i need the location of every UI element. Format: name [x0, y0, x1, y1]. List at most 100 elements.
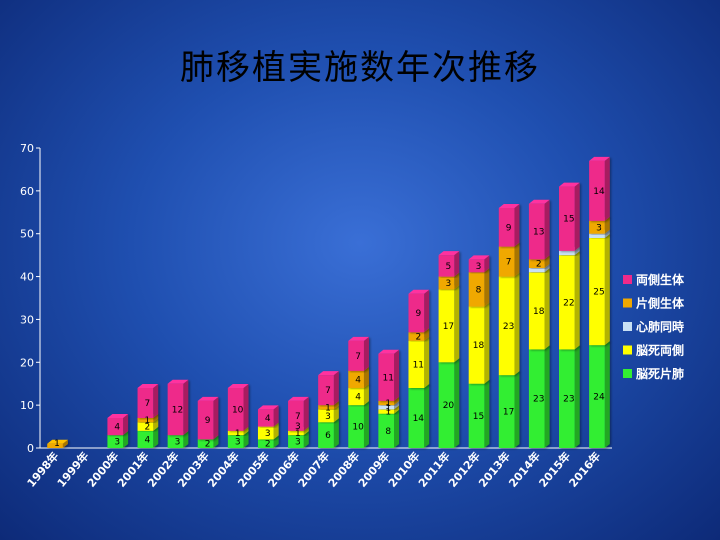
bar-side: [183, 379, 189, 436]
data-label: 10: [232, 405, 244, 415]
bar-side: [243, 384, 249, 431]
y-tick-label: 30: [20, 313, 34, 326]
bar-side: [303, 426, 309, 436]
data-label: 3: [235, 438, 241, 448]
data-label: 18: [473, 341, 485, 351]
bar-front: [348, 388, 364, 406]
bar-side: [62, 439, 68, 448]
bar-front: [167, 435, 184, 448]
bar-side: [273, 422, 279, 440]
data-label: 7: [506, 258, 512, 268]
bar-side: [153, 418, 159, 431]
data-label: 7: [355, 352, 361, 362]
bar-front: [438, 276, 455, 290]
bar-side: [213, 435, 219, 448]
bar-side: [333, 418, 339, 448]
data-label: 6: [325, 431, 331, 441]
data-label: 1: [385, 399, 391, 409]
data-label: 5: [446, 262, 452, 272]
bar-front: [468, 272, 485, 307]
bar-front: [498, 208, 515, 247]
data-label: 4: [265, 414, 271, 424]
data-label: 1: [54, 439, 60, 449]
data-label: 1: [295, 429, 301, 439]
y-tick-label: 40: [20, 271, 34, 284]
bar-front: [438, 255, 455, 277]
data-label: 4: [355, 393, 361, 403]
bar-segment: [257, 405, 279, 427]
bar-side: [454, 272, 460, 290]
bar-side: [363, 401, 369, 448]
x-tick-label: 2005年: [235, 449, 272, 490]
x-tick-label: 2013年: [475, 449, 512, 490]
bar-segment: [589, 234, 610, 346]
bar-side: [394, 405, 400, 414]
bar-segment: [528, 345, 550, 448]
bar-front: [498, 375, 515, 448]
bar-segment: [559, 182, 580, 251]
bar-front: [288, 435, 304, 448]
bar-segment: [288, 396, 309, 431]
data-label: 25: [593, 288, 604, 298]
x-tick-label: 2003年: [174, 449, 211, 490]
bar-segment: [438, 358, 460, 448]
slide-title: 肺移植実施数年次推移: [180, 48, 540, 88]
bar-side: [153, 384, 159, 418]
x-tick-label: 2015年: [536, 449, 573, 490]
bar-side: [574, 246, 580, 256]
data-label: 15: [473, 412, 484, 422]
y-tick-label: 70: [20, 142, 34, 155]
data-label: 3: [325, 412, 331, 422]
bar-side: [484, 302, 490, 384]
y-tick-label: 0: [27, 442, 34, 455]
bar-segment: [227, 384, 249, 431]
data-label: 15: [563, 215, 574, 225]
legend-swatch: [623, 322, 632, 331]
bar-side: [514, 371, 520, 448]
data-label: 3: [175, 438, 181, 448]
bar-front: [589, 220, 605, 234]
y-tick-label: 50: [20, 228, 34, 241]
data-label: 11: [382, 373, 393, 383]
data-label: 1: [385, 408, 391, 418]
bar-front: [288, 400, 304, 431]
bar-front: [438, 289, 455, 363]
bar-side: [484, 268, 490, 307]
bar-side: [574, 345, 580, 448]
bar-side: [484, 255, 490, 273]
bar-front: [348, 405, 364, 448]
bar-segment: [348, 336, 369, 371]
bar-side: [333, 405, 339, 423]
bar-segment: [167, 379, 189, 436]
data-label: 8: [385, 427, 391, 437]
data-label: 10: [352, 423, 364, 433]
data-label: 13: [533, 228, 544, 238]
bar-front: [528, 272, 545, 350]
data-label: 14: [413, 414, 425, 424]
data-label: 4: [355, 375, 361, 385]
data-label: 18: [533, 307, 545, 317]
bar-top: [137, 384, 159, 388]
bar-segment: [47, 439, 68, 448]
data-label: 1: [385, 403, 391, 413]
bar-side: [333, 401, 339, 410]
x-tick-label: 2016年: [566, 449, 603, 490]
bar-front: [378, 353, 395, 401]
bar-side: [363, 366, 369, 388]
bar-front: [378, 400, 395, 406]
data-label: 11: [413, 360, 424, 370]
x-tick-label: 2002年: [144, 449, 181, 490]
data-label: 23: [503, 322, 514, 332]
x-tick-label: 1998年: [24, 449, 61, 490]
bar-side: [153, 414, 159, 423]
legend-swatch: [623, 369, 632, 378]
bar-front: [559, 186, 575, 251]
bar-side: [123, 431, 129, 448]
x-tick-label: 2014年: [506, 449, 543, 490]
data-label: 8: [476, 285, 482, 295]
bar-front: [498, 276, 515, 376]
bar-side: [424, 384, 430, 448]
bar-front: [589, 233, 605, 238]
data-label: 3: [295, 438, 301, 448]
